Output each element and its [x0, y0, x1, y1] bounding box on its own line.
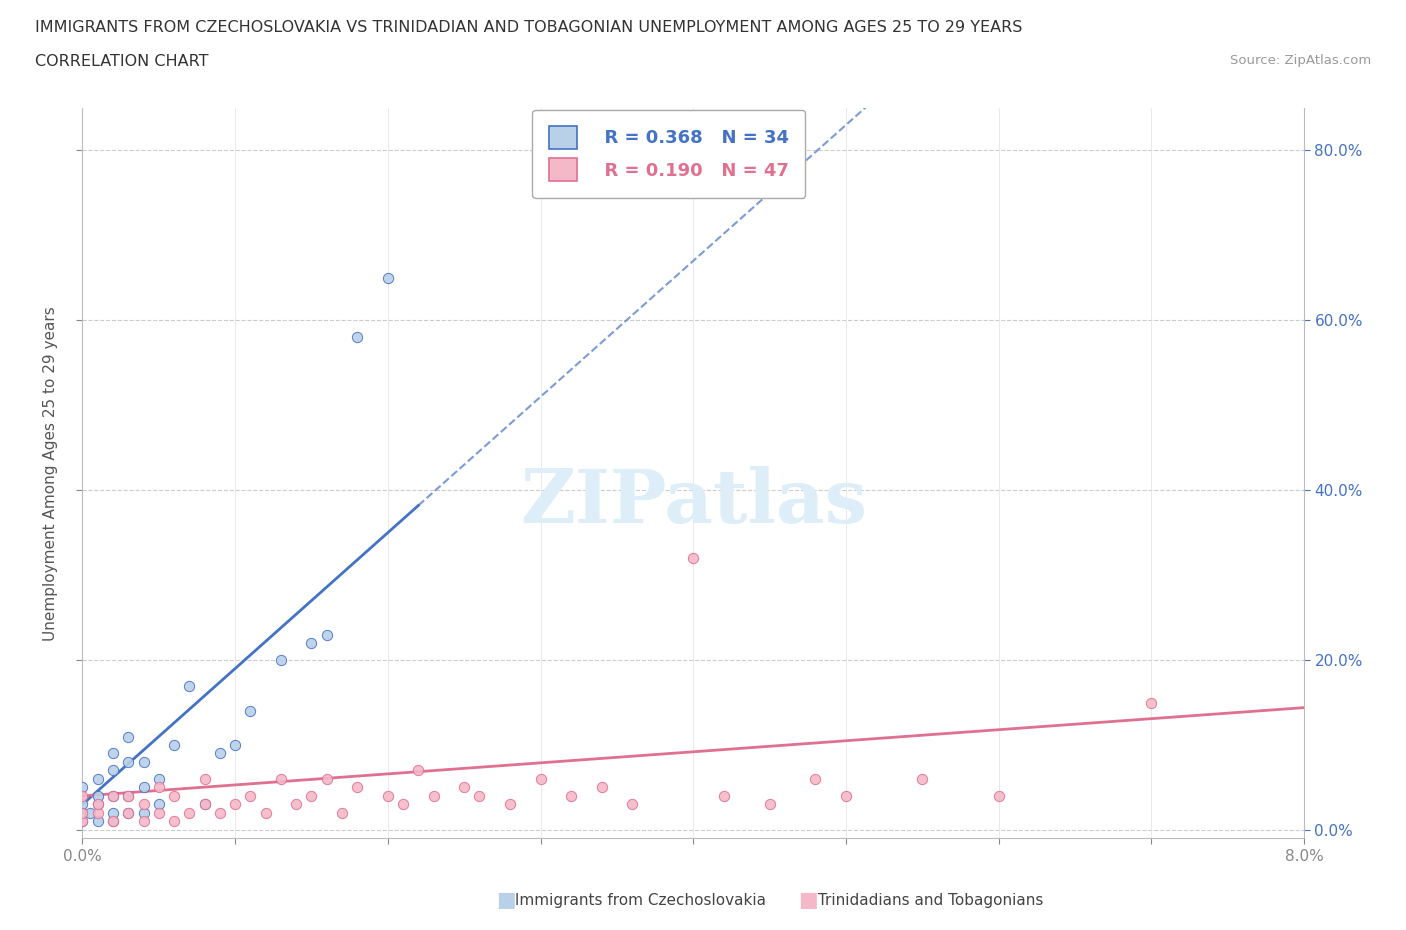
Point: [72, 805, 94, 820]
Point: [911, 772, 934, 787]
Text: ■: ■: [799, 890, 818, 910]
Point: [301, 789, 323, 804]
Point: [377, 789, 399, 804]
Point: [117, 754, 139, 769]
Point: [132, 780, 155, 795]
Point: [758, 797, 780, 812]
Point: [315, 772, 337, 787]
Point: [117, 789, 139, 804]
Point: [301, 635, 323, 650]
Point: [101, 789, 124, 804]
Point: [117, 789, 139, 804]
Text: CORRELATION CHART: CORRELATION CHART: [35, 54, 208, 69]
Point: [499, 797, 522, 812]
Text: IMMIGRANTS FROM CZECHOSLOVAKIA VS TRINIDADIAN AND TOBAGONIAN UNEMPLOYMENT AMONG : IMMIGRANTS FROM CZECHOSLOVAKIA VS TRINID…: [35, 20, 1022, 35]
Point: [72, 805, 94, 820]
Point: [101, 805, 124, 820]
Point: [79, 805, 101, 820]
Point: [270, 653, 292, 668]
Point: [591, 780, 613, 795]
Legend:   R = 0.368   N = 34,   R = 0.190   N = 47: R = 0.368 N = 34, R = 0.190 N = 47: [533, 110, 806, 198]
Point: [346, 780, 368, 795]
Text: ■: ■: [496, 890, 516, 910]
Point: [117, 729, 139, 744]
Point: [179, 805, 201, 820]
Point: [453, 780, 475, 795]
Point: [422, 789, 444, 804]
Point: [101, 814, 124, 829]
Point: [86, 797, 108, 812]
Text: Immigrants from Czechoslovakia: Immigrants from Czechoslovakia: [510, 893, 766, 908]
Point: [117, 805, 139, 820]
Point: [254, 805, 277, 820]
Point: [163, 737, 186, 752]
Point: [86, 797, 108, 812]
Point: [239, 704, 262, 719]
Point: [72, 789, 94, 804]
Point: [208, 805, 231, 820]
Point: [224, 797, 246, 812]
Point: [132, 814, 155, 829]
Point: [148, 805, 170, 820]
Point: [560, 789, 582, 804]
Point: [86, 772, 108, 787]
Text: Trinidadians and Tobagonians: Trinidadians and Tobagonians: [813, 893, 1043, 908]
Point: [529, 772, 551, 787]
Point: [377, 271, 399, 286]
Point: [408, 763, 430, 777]
Point: [194, 772, 217, 787]
Point: [86, 789, 108, 804]
Point: [163, 814, 186, 829]
Point: [224, 737, 246, 752]
Point: [835, 789, 858, 804]
Point: [72, 797, 94, 812]
Point: [194, 797, 217, 812]
Point: [330, 805, 353, 820]
Point: [621, 797, 644, 812]
Point: [392, 797, 415, 812]
Point: [987, 789, 1010, 804]
Point: [148, 797, 170, 812]
Point: [682, 551, 704, 565]
Y-axis label: Unemployment Among Ages 25 to 29 years: Unemployment Among Ages 25 to 29 years: [44, 306, 58, 641]
Point: [315, 627, 337, 642]
Point: [86, 814, 108, 829]
Text: Source: ZipAtlas.com: Source: ZipAtlas.com: [1230, 54, 1371, 67]
Point: [1140, 695, 1163, 710]
Point: [101, 789, 124, 804]
Point: [285, 797, 308, 812]
Point: [468, 789, 491, 804]
Point: [208, 746, 231, 761]
Point: [101, 763, 124, 777]
Point: [132, 797, 155, 812]
Point: [72, 814, 94, 829]
Point: [101, 746, 124, 761]
Text: ZIPatlas: ZIPatlas: [520, 466, 866, 538]
Point: [72, 814, 94, 829]
Point: [101, 814, 124, 829]
Point: [804, 772, 827, 787]
Point: [346, 330, 368, 345]
Point: [239, 789, 262, 804]
Point: [163, 789, 186, 804]
Point: [148, 780, 170, 795]
Point: [713, 789, 735, 804]
Point: [148, 772, 170, 787]
Point: [86, 805, 108, 820]
Point: [117, 805, 139, 820]
Point: [132, 754, 155, 769]
Point: [132, 805, 155, 820]
Point: [194, 797, 217, 812]
Point: [270, 772, 292, 787]
Point: [179, 678, 201, 693]
Point: [72, 780, 94, 795]
